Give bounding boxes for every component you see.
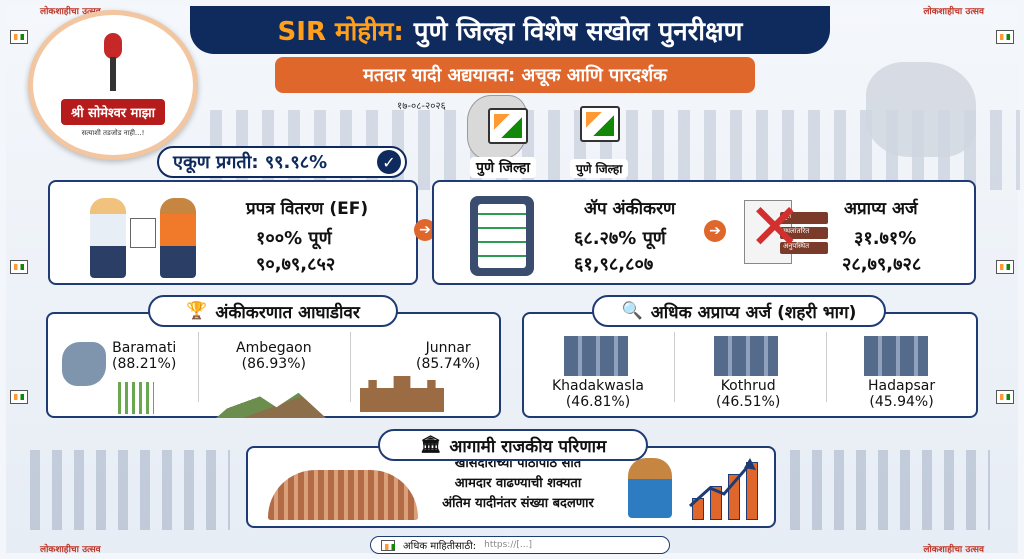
divider — [198, 332, 199, 402]
skyline-illustration — [790, 450, 990, 530]
channel-logo: श्री सोमेश्वर माझा सत्याशी तडजोड नाही...… — [28, 10, 198, 160]
section-title: अधिक अप्राप्य अर्ज (शहरी भाग) — [650, 302, 857, 323]
skyline-illustration — [30, 450, 230, 530]
app-count: ६१,९८,८०७ — [574, 254, 654, 275]
corner-text-bottom-right: लोकशाहीचा उत्सव — [923, 545, 984, 555]
section-title: आगामी राजकीय परिणाम — [449, 436, 607, 457]
list-item: Hadapsar (45.94%) — [834, 322, 969, 412]
evm-icon — [10, 30, 28, 44]
constituency-percent: (45.94%) — [869, 394, 934, 410]
list-item: Ambegaon (86.93%) — [208, 322, 343, 418]
sugarcane-icon — [118, 382, 154, 414]
subtitle-banner: मतदार यादी अद्ययावत: अचूक आणि पारदर्शक — [275, 57, 755, 93]
trophy-icon: 🏆 — [186, 301, 208, 321]
unreachable-title: अप्राप्य अर्ज — [844, 199, 918, 219]
arrow-icon: ➔ — [704, 220, 726, 242]
constituency-percent: (46.81%) — [565, 394, 631, 410]
ef-title: प्रपत्र वितरण (EF) — [246, 199, 369, 219]
taluka-name: Ambegaon — [236, 340, 312, 356]
evm-icon — [996, 260, 1014, 274]
list-item: Khadakwasla (46.81%) — [534, 322, 669, 412]
map-label-right: पुणे जिल्हा — [570, 159, 629, 178]
corner-text-top-left: लोकशाहीचा उत्सव — [40, 7, 101, 17]
urban-section-header: 🔍 अधिक अप्राप्य अर्ज (शहरी भाग) — [592, 295, 886, 327]
evm-icon — [488, 108, 528, 144]
section-title: अंकीकरणात आघाडीवर — [215, 302, 360, 323]
check-icon: ✓ — [377, 150, 401, 174]
taluka-percent: (85.74%) — [416, 356, 481, 372]
title-prefix: SIR मोहीम: — [277, 17, 404, 47]
tablet-checklist-icon — [470, 196, 534, 276]
list-item: Kothrud (46.51%) — [684, 322, 819, 412]
ef-status: १००% पूर्ण — [256, 228, 332, 249]
date-text: १७-०८-२०२६ — [397, 101, 446, 112]
progress-label: एकूण प्रगती: ९९.९८% — [173, 152, 328, 173]
buildings-icon — [714, 336, 778, 376]
footer-label: अधिक माहितीसाठी: — [403, 541, 477, 552]
footer-link[interactable]: https://[...] — [484, 540, 532, 550]
evm-icon — [580, 106, 620, 142]
divider — [350, 332, 351, 402]
constituency-name: Kothrud — [720, 378, 776, 394]
divider — [674, 332, 675, 402]
taluka-name: Junnar — [425, 340, 471, 356]
maharashtra-map — [866, 62, 976, 157]
magnifier-icon: 🔍 — [621, 301, 643, 321]
logo-tagline: सत्याशी तडजोड नाही...! — [81, 128, 145, 137]
buildings-icon — [564, 336, 628, 376]
evm-icon — [10, 260, 28, 274]
corner-text-bottom-left: लोकशाहीचा उत्सव — [40, 545, 101, 555]
speaker-icon — [628, 458, 672, 518]
list-item: Junnar (85.74%) — [358, 322, 493, 412]
evm-icon — [996, 30, 1014, 44]
ef-distribution-card: प्रपत्र वितरण (EF) १००% पूर्ण ९०,७९,८५२ — [48, 180, 418, 285]
divider — [826, 332, 827, 402]
overall-progress-pill: एकूण प्रगती: ९९.९८% ✓ — [157, 146, 407, 178]
political-section-header: 🏛 आगामी राजकीय परिणाम — [378, 429, 648, 461]
unreachable-percent: ३१.७१% — [854, 228, 917, 249]
rejected-forms-icon: मृत स्थलांतरित अनुपस्थित ✕ — [744, 194, 828, 274]
hills-icon — [216, 389, 326, 418]
ef-count: ९०,७९,८५२ — [256, 254, 336, 275]
taluka-percent: (88.21%) — [112, 356, 177, 372]
list-item: Baramati (88.21%) — [58, 322, 193, 414]
constituency-name: Khadakwasla — [552, 378, 644, 394]
growth-chart-icon — [688, 456, 758, 520]
constituency-name: Hadapsar — [868, 378, 936, 394]
buildings-icon — [864, 336, 928, 376]
leading-talukas-box: Baramati (88.21%) Ambegaon (86.93%) Junn… — [46, 312, 501, 418]
urban-unreachable-box: Khadakwasla (46.81%) Kothrud (46.51%) Ha… — [522, 312, 978, 418]
constituency-percent: (46.51%) — [716, 394, 781, 410]
institution-icon: 🏛 — [419, 435, 442, 455]
corner-text-top-right: लोकशाहीचा उत्सव — [923, 7, 984, 17]
logo-band-text: श्री सोमेश्वर माझा — [61, 98, 165, 125]
app-digitization-card: ॲप अंकीकरण ६८.२७% पूर्ण ६१,९८,८०७ ➔ मृत स… — [432, 180, 976, 285]
footer-bar: अधिक माहितीसाठी: https://[...] — [370, 536, 670, 554]
unreachable-count: २८,७९,७२८ — [842, 254, 922, 275]
political-text: खासदारांच्या पाठोपाठ सात आमदार वाढण्याची… — [418, 454, 618, 514]
taluka-percent: (86.93%) — [241, 356, 306, 372]
evm-icon — [10, 390, 28, 404]
fort-icon — [360, 376, 444, 412]
political-line-3: अंतिम यादीनंतर संख्या बदलणार — [442, 496, 594, 511]
evm-icon — [996, 390, 1014, 404]
parliament-icon — [268, 460, 418, 520]
trend-arrow-icon — [688, 458, 756, 508]
page-title: पुणे जिल्हा विशेष सखोल पुनरीक्षण — [413, 17, 743, 47]
title-banner: SIR मोहीम: पुणे जिल्हा विशेष सखोल पुनरीक… — [190, 6, 830, 54]
handover-illustration — [80, 188, 210, 278]
map-label-left: पुणे जिल्हा — [470, 157, 537, 178]
evm-icon — [381, 539, 395, 551]
leading-section-header: 🏆 अंकीकरणात आघाडीवर — [148, 295, 398, 327]
baramati-map-icon — [62, 342, 106, 386]
app-status: ६८.२७% पूर्ण — [574, 228, 666, 249]
political-line-2: आमदार वाढण्याची शक्यता — [454, 476, 582, 491]
app-title: ॲप अंकीकरण — [584, 199, 676, 219]
microphone-icon — [98, 32, 128, 93]
arrow-icon: ➔ — [414, 219, 436, 241]
taluka-name: Baramati — [112, 340, 177, 356]
